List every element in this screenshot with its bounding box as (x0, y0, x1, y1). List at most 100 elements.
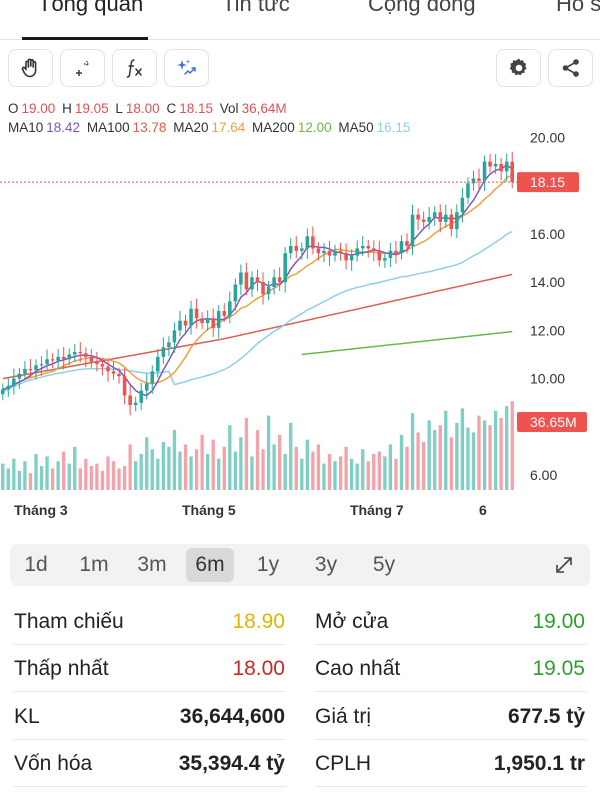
volume-bar (366, 461, 370, 490)
candle-body (122, 376, 127, 396)
candlestick-chart[interactable]: 20.0018.0016.0014.0012.0010.008.006.0018… (0, 125, 600, 525)
volume-bar (117, 468, 121, 490)
volume-bar (505, 406, 509, 490)
candle-body (488, 161, 492, 167)
volume-bar (34, 454, 38, 490)
candle-body (510, 161, 515, 183)
candle-body (283, 253, 287, 283)
candle-body (416, 214, 420, 220)
time-axis-label: Tháng 3 (14, 502, 68, 518)
ma50-line (2, 230, 513, 392)
tab-profile[interactable]: Hồ s (556, 0, 600, 16)
range-6m[interactable]: 6m (186, 548, 234, 582)
expand-icon[interactable] (552, 553, 576, 577)
volume-bar (56, 461, 60, 490)
volume-bar (250, 456, 254, 490)
candle-body (0, 389, 5, 395)
candle-body (438, 212, 443, 222)
crosshair-icon (75, 61, 90, 76)
candle-body (366, 245, 371, 249)
volume-bar (145, 437, 149, 490)
volume-bar (283, 454, 287, 490)
chart-settings-button[interactable] (496, 49, 541, 87)
close-label: C (166, 101, 177, 116)
tab-community[interactable]: Cộng đồng (368, 0, 476, 16)
volume-bar (427, 420, 431, 490)
candle-body (67, 354, 71, 360)
candle-body (432, 212, 437, 218)
volume-bar (355, 463, 359, 490)
candle-body (28, 368, 33, 371)
volume-bar (405, 446, 409, 490)
volume-bar (388, 444, 393, 490)
candle-body (383, 258, 387, 261)
volume-bar (189, 456, 193, 490)
low-price-value: 18.00 (232, 657, 285, 680)
market-cap-label: Vốn hóa (14, 752, 93, 775)
volume-bar (178, 451, 182, 490)
ai-tool-button[interactable] (164, 49, 209, 87)
candle-body (183, 320, 188, 326)
volume-bar (322, 463, 326, 490)
ohlc-readout: O 19.00 H 19.05 L 18.00 C 18.15 Vol 36,64M (8, 101, 290, 116)
candle-body (12, 378, 16, 386)
low-value: 18.00 (125, 101, 160, 116)
volume-bar (477, 415, 481, 490)
candle-body (178, 320, 182, 331)
last-price-tag-label: 18.15 (530, 174, 565, 190)
close-value: 18.15 (179, 101, 214, 116)
share-button[interactable] (548, 49, 593, 87)
candle-body (233, 284, 238, 302)
volume-bar (333, 461, 337, 490)
range-1m[interactable]: 1m (79, 553, 109, 576)
divider (315, 739, 587, 740)
indicator-button[interactable] (112, 49, 157, 87)
candle-body (45, 359, 49, 365)
divider (14, 691, 286, 692)
volume-bar (228, 425, 232, 490)
range-3m[interactable]: 3m (137, 553, 167, 576)
volume-bar (100, 470, 105, 490)
volume-bar (305, 439, 309, 490)
candle-body (504, 161, 509, 172)
range-1d[interactable]: 1d (24, 553, 48, 576)
volume-bar (266, 415, 271, 490)
crosshair-tool-button[interactable] (60, 49, 105, 87)
candle-body (61, 356, 66, 360)
candle-body (39, 364, 44, 366)
volume-tag-label: 36.65M (530, 414, 577, 430)
candle-body (305, 236, 310, 249)
volume-bar (23, 461, 27, 490)
candle-body (272, 277, 276, 287)
range-3y[interactable]: 3y (314, 553, 338, 576)
candle-body (327, 250, 332, 256)
tab-overview[interactable]: Tổng quan (38, 0, 144, 16)
open-price-label: Mở cửa (315, 610, 389, 633)
market-cap-value: 35,394.4 tỷ (178, 752, 285, 775)
range-5y[interactable]: 5y (372, 553, 396, 576)
volume-bar (482, 420, 487, 490)
candle-body (288, 245, 293, 254)
tab-news[interactable]: Tin tức (222, 0, 290, 16)
ma50-value: 16.15 (376, 120, 411, 135)
candle-body (200, 318, 204, 324)
low-price-label: Thấp nhất (14, 657, 109, 680)
volume-bar (493, 410, 498, 490)
volume-bar (438, 425, 442, 490)
candle-body (499, 164, 503, 172)
candle-body (95, 361, 99, 365)
candle-body (84, 353, 88, 357)
candle-body (349, 255, 354, 261)
open-price-value: 19.00 (532, 610, 585, 633)
sparkle-icon (176, 59, 196, 75)
high-price-label: Cao nhất (315, 657, 401, 680)
candle-body (322, 250, 326, 254)
candle-body (250, 277, 254, 290)
volume-bar (1, 463, 5, 490)
ref-price-value: 18.90 (232, 610, 285, 633)
hand-tool-button[interactable] (8, 49, 53, 87)
volume-bar (222, 446, 226, 490)
volume-bar (289, 422, 293, 490)
range-1y[interactable]: 1y (256, 553, 280, 576)
time-axis-label: Tháng 5 (182, 502, 236, 518)
